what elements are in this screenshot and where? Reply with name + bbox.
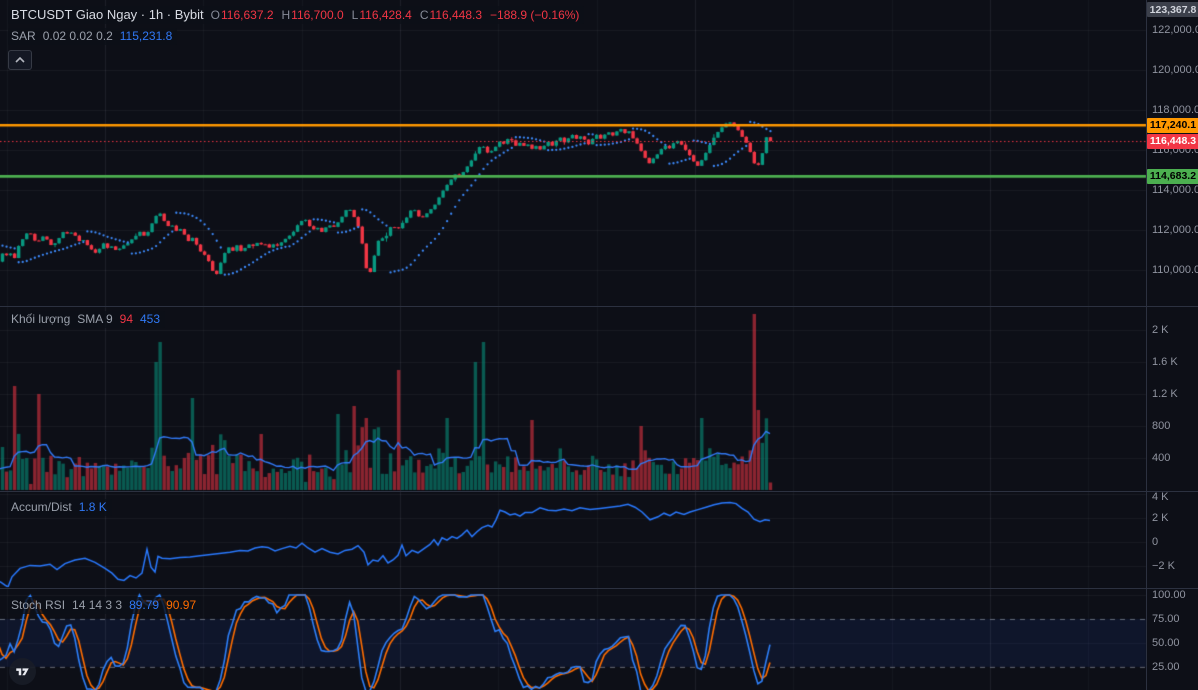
price-tick-4: 114,000.0 [1152, 184, 1198, 196]
price-tick-6: 110,000.0 [1152, 264, 1198, 276]
volume-tick-3: 800 [1152, 420, 1171, 432]
sar-legend: SAR 0.02 0.02 0.2 115,231.8 [8, 28, 178, 45]
sar-params: 0.02 0.02 0.2 [42, 29, 113, 43]
stoch-tick-1: 75.00 [1152, 612, 1180, 625]
visible-high-badge: 123,367.8 [1147, 2, 1198, 17]
volume-tick-0: 2 K [1152, 324, 1169, 336]
change-value: −188.9 (−0.16%) [490, 7, 580, 22]
tradingview-logo-icon [16, 668, 29, 676]
chevron-up-icon [15, 57, 25, 63]
low-label: L [351, 7, 359, 22]
sar-value: 115,231.8 [119, 29, 173, 43]
stoch-rsi-params: 14 14 3 3 [72, 598, 123, 612]
price-line-badge-0: 117,240.1 [1147, 117, 1198, 133]
high-label: H [281, 7, 291, 22]
price-tick-1: 120,000.0 [1152, 64, 1198, 76]
stoch-d-value: 90.97 [166, 598, 197, 612]
open-value: 116,637.2 [221, 7, 274, 22]
tradingview-logo[interactable] [9, 658, 36, 685]
ohlc-values: O 116,637.2 H 116,700.0 L 116,428.4 C 116,44… [211, 8, 580, 22]
volume-tick-4: 400 [1152, 452, 1171, 464]
low-value: 116,428.4 [359, 7, 412, 22]
symbol-title[interactable]: BTCUSDT Giao Ngay · 1h · Bybit [11, 7, 204, 22]
price-axis[interactable]: 122,000.0 120,000.0 118,000.0 116,000.0 114,… [1146, 0, 1198, 690]
stoch-k-value: 89.79 [129, 598, 160, 612]
volume-tick-2: 1.2 K [1152, 388, 1178, 400]
pane-separator-volume[interactable] [0, 306, 1198, 307]
price-tick-0: 122,000.0 [1152, 24, 1198, 36]
volume-sma-value: 453 [140, 312, 161, 326]
price-tick-5: 112,000.0 [1152, 224, 1198, 236]
pane-separator-accum[interactable] [0, 491, 1198, 492]
accum-tick-1: 2 K [1152, 512, 1169, 524]
close-label: C [419, 7, 429, 22]
accum-tick-3: −2 K [1152, 560, 1175, 572]
price-line-badge-2: 114,683.2 [1147, 168, 1198, 184]
open-label: O [210, 7, 220, 22]
volume-legend: Khối lượng SMA 9 94 453 [8, 311, 166, 328]
price-line-badge-1: 116,448.3 [1147, 133, 1198, 149]
stoch-tick-0: 100.00 [1152, 589, 1186, 601]
pane-separator-stoch[interactable] [0, 588, 1198, 589]
accum-dist-value: 1.8 K [78, 500, 107, 514]
stoch-rsi-legend: Stoch RSI 14 14 3 3 89.79 90.97 [8, 597, 202, 614]
stoch-rsi-indicator-name[interactable]: Stoch RSI [11, 598, 66, 612]
volume-indicator-name[interactable]: Khối lượng [11, 312, 71, 326]
main-legend: BTCUSDT Giao Ngay · 1h · Bybit O 116,637.… [8, 6, 585, 24]
volume-current-value: 94 [119, 312, 133, 326]
collapse-legend-button[interactable] [8, 50, 32, 70]
price-tick-2: 118,000.0 [1152, 104, 1198, 116]
accum-tick-2: 0 [1152, 536, 1159, 548]
accum-dist-indicator-name[interactable]: Accum/Dist [11, 500, 72, 514]
accum-dist-legend: Accum/Dist 1.8 K [8, 499, 112, 516]
volume-sma-params: SMA 9 [77, 312, 113, 326]
stoch-tick-2: 50.00 [1152, 636, 1180, 649]
sar-indicator-name[interactable]: SAR [11, 29, 36, 43]
high-value: 116,700.0 [291, 7, 344, 22]
close-value: 116,448.3 [429, 7, 483, 22]
volume-tick-1: 1.6 K [1152, 356, 1178, 368]
stoch-tick-3: 25.00 [1152, 660, 1180, 673]
accum-tick-0: 4 K [1152, 491, 1169, 503]
